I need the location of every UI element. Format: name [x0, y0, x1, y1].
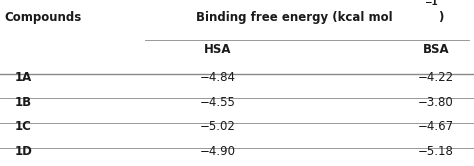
Text: ): ): [438, 11, 444, 24]
Text: Binding free energy (kcal mol: Binding free energy (kcal mol: [196, 11, 392, 24]
Text: 1D: 1D: [14, 145, 32, 158]
Text: −4.55: −4.55: [200, 96, 236, 109]
Text: BSA: BSA: [423, 43, 449, 56]
Text: 1A: 1A: [14, 71, 31, 84]
Text: −4.22: −4.22: [418, 71, 454, 84]
Text: −5.18: −5.18: [418, 145, 454, 158]
Text: −4.67: −4.67: [418, 121, 454, 133]
Text: HSA: HSA: [204, 43, 232, 56]
Text: −3.80: −3.80: [418, 96, 454, 109]
Text: 1C: 1C: [14, 121, 31, 133]
Text: −4.84: −4.84: [200, 71, 236, 84]
Text: −4.90: −4.90: [200, 145, 236, 158]
Text: Compounds: Compounds: [5, 11, 82, 24]
Text: 1B: 1B: [14, 96, 31, 109]
Text: −5.02: −5.02: [200, 121, 236, 133]
Text: −1: −1: [424, 0, 438, 7]
